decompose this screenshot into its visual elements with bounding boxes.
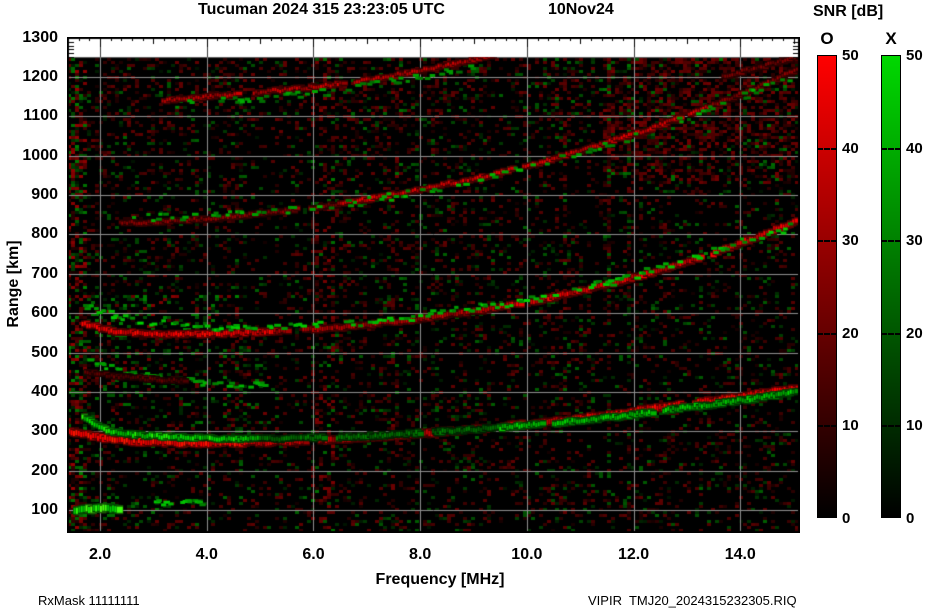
colorbar-title: SNR [dB] (813, 3, 884, 20)
y-tick-label: 800 (31, 225, 58, 243)
y-tick-label: 200 (31, 461, 58, 479)
y-tick-label: 1100 (23, 107, 58, 125)
y-tick-label: 900 (31, 186, 58, 204)
colorbar-tick-dash (881, 332, 901, 335)
ionogram-canvas (67, 37, 800, 533)
x-axis-label: Frequency [MHz] (375, 571, 505, 588)
colorbar-tick-dash (817, 240, 837, 243)
x-tick-label: 6.0 (302, 546, 325, 563)
colorbar-tick-dash (881, 147, 901, 150)
colorbar-o-label: O (820, 29, 834, 48)
colorbar-tick-dash (881, 240, 901, 243)
colorbar-x-gradient (881, 55, 901, 518)
x-tick-label: 8.0 (409, 546, 432, 563)
colorbar-tick-label: 50 (842, 47, 859, 64)
colorbar-tick-label: 30 (842, 232, 859, 250)
colorbar-tick-dash (881, 425, 901, 428)
colorbar-tick-label: 30 (906, 232, 923, 250)
y-tick-label: 1000 (22, 146, 58, 164)
colorbar-tick-dash (817, 332, 837, 335)
y-tick-label: 1300 (22, 28, 58, 46)
y-tick-label: 600 (31, 304, 58, 322)
colorbar-tick-label: 20 (906, 324, 923, 342)
x-tick-label: 2.0 (88, 546, 112, 563)
y-tick-label: 400 (31, 382, 58, 400)
rxmask-text: RxMask 11111111 (38, 593, 140, 608)
y-tick-label: 500 (31, 343, 58, 361)
x-tick-label: 10.0 (511, 546, 543, 563)
y-tick-label: 100 (31, 501, 58, 518)
colorbar-x-label: X (885, 29, 897, 48)
colorbar-tick-label: 40 (842, 139, 859, 157)
colorbar-tick-label: 40 (906, 139, 923, 157)
plot-title: Tucuman 2024 315 23:23:05 UTC (198, 1, 445, 18)
colorbar-o-gradient (817, 55, 837, 518)
colorbar-tick-dash (817, 425, 837, 428)
x-tick-label: 14.0 (724, 546, 756, 563)
x-tick-label: 12.0 (617, 546, 650, 563)
y-tick-label: 700 (31, 264, 58, 282)
y-tick-label: 1200 (22, 68, 58, 86)
colorbar-tick-label: 10 (842, 417, 859, 435)
colorbar-tick-label: 10 (906, 417, 923, 435)
y-tick-label: 300 (31, 422, 58, 440)
colorbar-tick-dash (817, 147, 837, 150)
file-name-text: VIPIR TMJ20_2024315232305.RIQ (588, 593, 797, 608)
date-label: 10Nov24 (548, 1, 614, 18)
x-tick-label: 4.0 (195, 546, 218, 563)
colorbar-tick-label: 50 (906, 47, 923, 64)
colorbar-tick-label: 0 (906, 510, 915, 527)
colorbar-tick-label: 0 (842, 510, 851, 527)
colorbar-tick-label: 20 (842, 324, 859, 342)
